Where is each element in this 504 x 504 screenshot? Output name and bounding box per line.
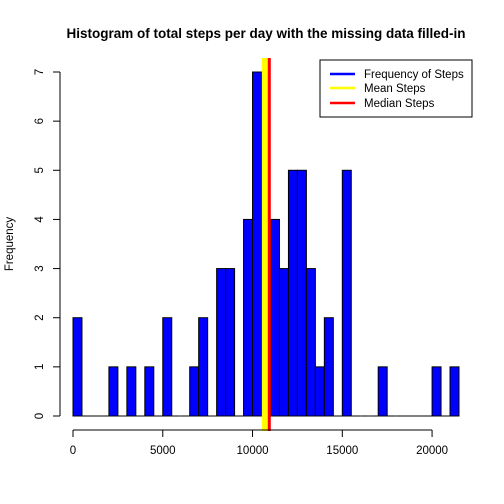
histogram-bar — [162, 317, 173, 417]
y-axis-title: Frequency — [4, 217, 16, 272]
y-tick-label: 3 — [34, 265, 46, 271]
histogram-bar — [296, 169, 307, 417]
histogram-bar — [198, 317, 209, 417]
histogram-bar — [305, 268, 316, 417]
histogram-bar — [278, 268, 289, 417]
y-tick-label: 2 — [34, 315, 46, 321]
legend: Frequency of Steps Mean Steps Median Ste… — [319, 59, 473, 118]
histogram-bar — [72, 317, 83, 417]
histogram-bar — [287, 169, 298, 417]
y-tick-label: 0 — [34, 413, 46, 419]
histogram-bar — [252, 71, 263, 417]
x-tick-label: 10000 — [237, 445, 269, 457]
bars-group — [72, 71, 460, 417]
histogram-bar — [225, 268, 236, 417]
y-axis: 0 1 2 3 4 5 6 7 — [34, 69, 61, 419]
histogram-bar — [216, 268, 227, 417]
x-axis: 0 5000 10000 15000 20000 — [70, 429, 448, 457]
histogram-bar — [108, 366, 119, 417]
chart-title: Histogram of total steps per day with th… — [66, 26, 465, 41]
x-tick-label: 5000 — [150, 445, 176, 457]
y-tick-label: 1 — [34, 364, 46, 370]
x-tick-label: 0 — [70, 445, 76, 457]
histogram-bar — [144, 366, 155, 417]
legend-label-mean: Mean Steps — [364, 83, 426, 95]
histogram-bar — [243, 218, 254, 417]
histogram-bar — [314, 366, 325, 417]
reference-lines — [261, 58, 271, 431]
histogram-bar — [323, 317, 334, 417]
y-tick-label: 4 — [34, 216, 46, 223]
x-tick-label: 15000 — [326, 445, 358, 457]
y-tick-label: 6 — [34, 118, 46, 124]
y-tick-label: 5 — [34, 167, 46, 173]
x-tick-label: 20000 — [416, 445, 448, 457]
histogram-bar — [377, 366, 388, 417]
histogram-bar — [431, 366, 442, 417]
histogram-bar — [341, 169, 352, 417]
legend-label-median: Median Steps — [364, 98, 435, 110]
histogram-bar — [189, 366, 200, 417]
histogram-bar — [449, 366, 460, 417]
legend-label-frequency: Frequency of Steps — [364, 69, 464, 81]
histogram-bar — [269, 218, 280, 417]
histogram-bar — [126, 366, 137, 417]
y-tick-label: 7 — [34, 69, 46, 75]
